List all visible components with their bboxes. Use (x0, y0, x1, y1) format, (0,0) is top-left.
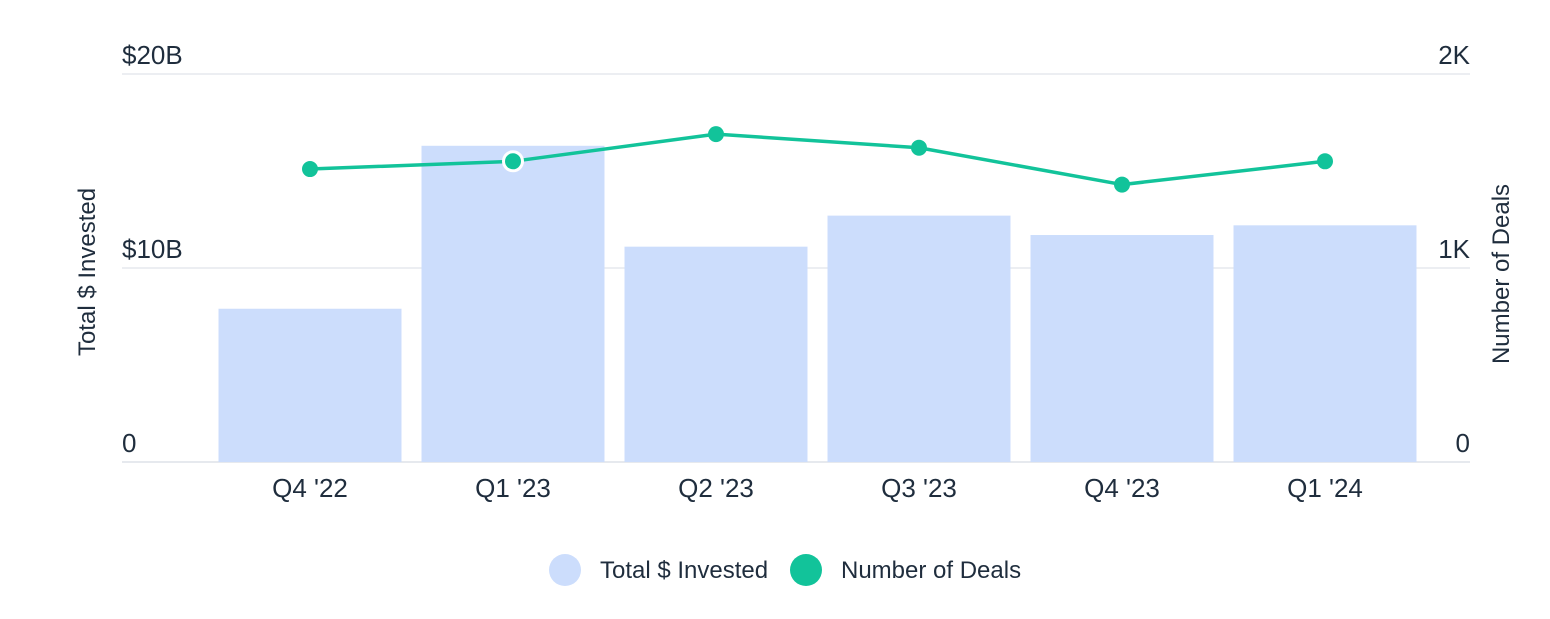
y2-tick-label: 0 (1456, 428, 1470, 458)
x-tick-label: Q1 '23 (475, 473, 551, 503)
y-tick-label: 0 (122, 428, 136, 458)
legend-swatch-deals (790, 554, 822, 586)
deals-point[interactable] (302, 161, 318, 178)
y2-axis-title: Number of Deals (1488, 184, 1515, 364)
deals-point[interactable] (1317, 153, 1333, 170)
x-tick-label: Q1 '24 (1287, 473, 1363, 503)
legend-swatch-invested (549, 554, 581, 586)
bar-q1-24[interactable] (1233, 225, 1417, 462)
bar-q4-23[interactable] (1030, 235, 1214, 462)
bar-q2-23[interactable] (624, 246, 808, 462)
y2-tick-label: 2K (1438, 40, 1470, 70)
x-tick-label: Q3 '23 (881, 473, 957, 503)
deals-point[interactable] (502, 150, 524, 173)
y-tick-label: $20B (122, 40, 183, 70)
x-tick-label: Q2 '23 (678, 473, 754, 503)
legend-label-deals: Number of Deals (841, 557, 1021, 584)
legend-label-invested: Total $ Invested (600, 557, 768, 584)
bar-q3-23[interactable] (827, 215, 1011, 462)
deals-point[interactable] (911, 139, 927, 156)
y2-tick-label: 1K (1438, 234, 1470, 264)
y-axis-title: Total $ Invested (74, 188, 101, 356)
bar-q1-23[interactable] (421, 145, 605, 462)
deals-point[interactable] (708, 126, 724, 143)
x-tick-label: Q4 '23 (1084, 473, 1160, 503)
deals-point[interactable] (1114, 176, 1130, 193)
y-tick-label: $10B (122, 234, 183, 264)
x-tick-label: Q4 '22 (272, 473, 348, 503)
bar-q4-22[interactable] (218, 308, 402, 462)
deals-line (308, 132, 1327, 187)
